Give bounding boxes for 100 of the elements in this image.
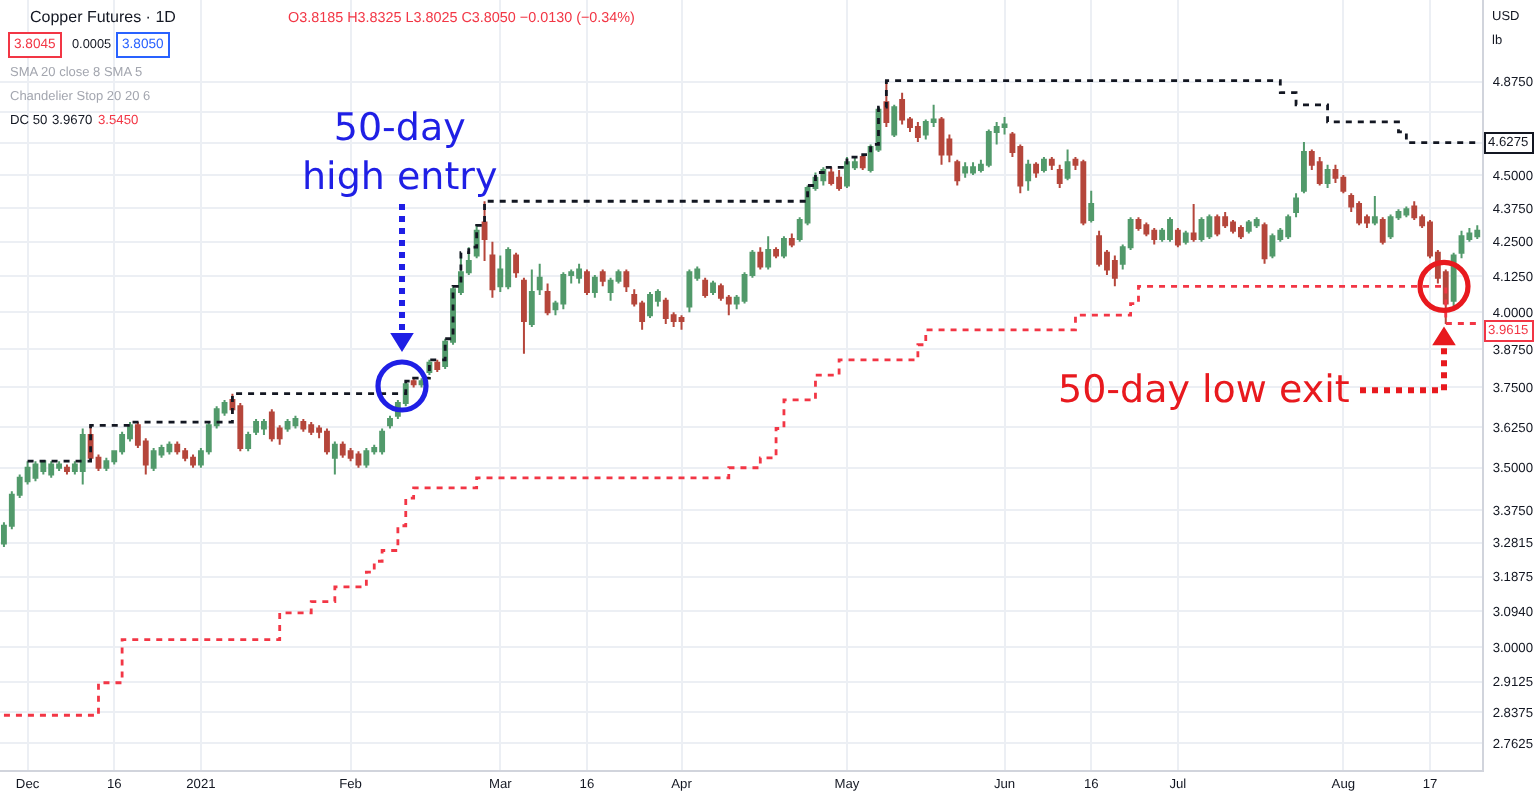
- candlestick: [1293, 192, 1299, 219]
- candlestick: [261, 417, 267, 436]
- candlestick: [702, 276, 709, 299]
- candlestick: [166, 440, 173, 456]
- candlestick: [253, 417, 259, 436]
- candlestick: [64, 463, 70, 476]
- candlestick: [1387, 213, 1394, 240]
- candlestick: [1324, 163, 1331, 190]
- candlestick: [1411, 200, 1418, 221]
- candlestick: [1056, 163, 1063, 190]
- candlestick: [584, 268, 590, 296]
- candlestick: [1041, 156, 1047, 174]
- candlestick: [1379, 216, 1386, 246]
- candlestick: [245, 430, 252, 453]
- candlestick: [1151, 227, 1158, 246]
- annotation: 50-day high entry: [302, 106, 498, 200]
- candlestick: [387, 414, 393, 430]
- candlestick: [237, 402, 244, 453]
- candlestick: [497, 254, 504, 294]
- candlestick: [1174, 227, 1181, 249]
- candlestick: [1285, 213, 1292, 240]
- candlestick: [505, 246, 512, 291]
- candlestick: [1025, 158, 1032, 192]
- candlestick: [536, 262, 543, 296]
- candlestick: [1403, 205, 1410, 219]
- candlestick: [379, 427, 386, 456]
- candlestick: [788, 232, 795, 249]
- candlestick: [1048, 156, 1055, 171]
- candlestick: [1001, 116, 1008, 136]
- candlestick: [962, 161, 969, 179]
- candlestick: [103, 456, 110, 473]
- candlestick: [1301, 140, 1307, 195]
- candlestick: [591, 274, 598, 299]
- candlestick: [1190, 202, 1197, 243]
- candlestick: [914, 120, 921, 143]
- candlestick: [1167, 216, 1173, 243]
- candlestick: [576, 262, 583, 285]
- candlestick: [828, 166, 835, 187]
- candlestick: [1064, 148, 1071, 182]
- candlestick: [1474, 224, 1481, 240]
- candlestick: [781, 235, 787, 260]
- candlestick: [970, 161, 976, 177]
- candlestick: [985, 128, 992, 169]
- candlestick: [119, 430, 126, 456]
- candlestick: [1033, 161, 1039, 179]
- candlestick: [1214, 213, 1221, 238]
- candlestick: [773, 246, 779, 260]
- candlestick: [513, 251, 519, 279]
- candlestick: [1356, 200, 1363, 227]
- candlestick: [1135, 216, 1142, 232]
- candlestick: [599, 268, 606, 288]
- candlestick: [363, 446, 370, 469]
- candlestick: [1253, 216, 1260, 230]
- candlestick: [544, 282, 551, 317]
- candlestick: [1080, 158, 1087, 227]
- candlestick: [859, 153, 866, 171]
- candlestick: [1458, 229, 1465, 260]
- candlestick: [1237, 224, 1244, 240]
- candlestick: [521, 276, 527, 355]
- candlestick: [32, 460, 39, 483]
- candlestick: [1182, 229, 1189, 246]
- candlestick: [647, 291, 653, 320]
- candlestick: [607, 276, 614, 302]
- candlestick: [844, 156, 850, 190]
- candlestick: [1206, 213, 1213, 240]
- candlestick: [300, 417, 307, 433]
- candlestick: [292, 414, 299, 430]
- annotation: 50-day low exit: [1058, 368, 1350, 412]
- candlestick: [174, 440, 181, 456]
- candlestick: [954, 158, 961, 187]
- candlestick: [623, 268, 630, 294]
- candlestick: [347, 446, 354, 463]
- candlestick: [686, 268, 693, 314]
- candlestick: [938, 116, 945, 166]
- candlestick: [489, 240, 496, 299]
- candlestick: [79, 427, 86, 486]
- candlestick: [1143, 221, 1150, 238]
- text: Copper Futures · 1D: [30, 7, 177, 26]
- candlestick: [410, 377, 417, 389]
- candlestick: [765, 235, 772, 271]
- candlestick: [284, 417, 291, 433]
- candlestick: [710, 279, 716, 296]
- candlestick: [1371, 194, 1378, 227]
- candlestick: [1222, 210, 1229, 230]
- candlestick: [339, 440, 346, 459]
- candlestick: [1245, 218, 1252, 235]
- candlestick: [268, 408, 275, 443]
- candlestick: [1096, 229, 1103, 268]
- candlestick: [757, 246, 764, 271]
- candlestick: [1230, 218, 1236, 235]
- candlestick: [1088, 189, 1095, 224]
- candlestick: [308, 421, 315, 436]
- candlestick: [662, 296, 669, 325]
- candlestick: [891, 103, 898, 138]
- candlestick: [324, 427, 330, 456]
- candlestick: [481, 200, 488, 262]
- candlestick: [1111, 254, 1118, 288]
- candlestick: [560, 271, 567, 311]
- candlestick: [182, 446, 189, 463]
- candlestick: [190, 453, 196, 469]
